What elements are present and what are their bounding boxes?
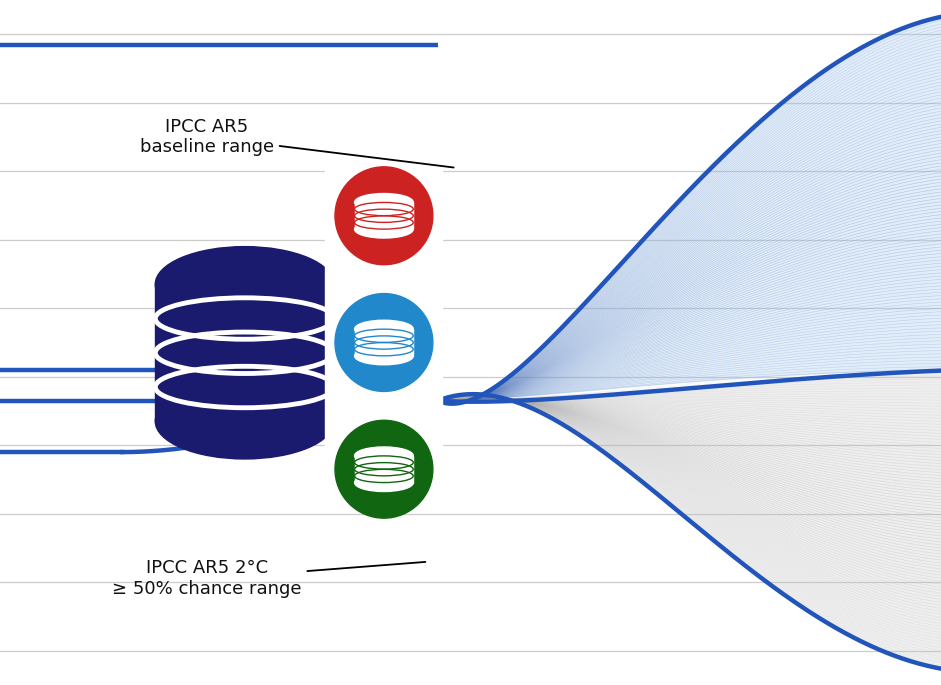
Ellipse shape [355, 193, 413, 211]
Text: IPCC AR5 2°C
≥ 50% chance range: IPCC AR5 2°C ≥ 50% chance range [112, 560, 425, 598]
Ellipse shape [355, 347, 413, 365]
Text: IPCC AR5
baseline range: IPCC AR5 baseline range [140, 118, 454, 168]
Ellipse shape [155, 384, 334, 459]
Ellipse shape [355, 221, 413, 238]
Ellipse shape [355, 474, 413, 492]
Ellipse shape [335, 167, 433, 264]
Ellipse shape [335, 421, 433, 518]
Ellipse shape [355, 447, 413, 464]
Bar [355, 202, 413, 229]
Polygon shape [438, 14, 941, 403]
Bar [355, 329, 413, 356]
Ellipse shape [155, 247, 334, 322]
Ellipse shape [335, 294, 433, 391]
Bar [355, 456, 413, 483]
Ellipse shape [355, 320, 413, 338]
Bar [155, 284, 334, 421]
Bar [325, 168, 442, 490]
Polygon shape [438, 370, 941, 671]
